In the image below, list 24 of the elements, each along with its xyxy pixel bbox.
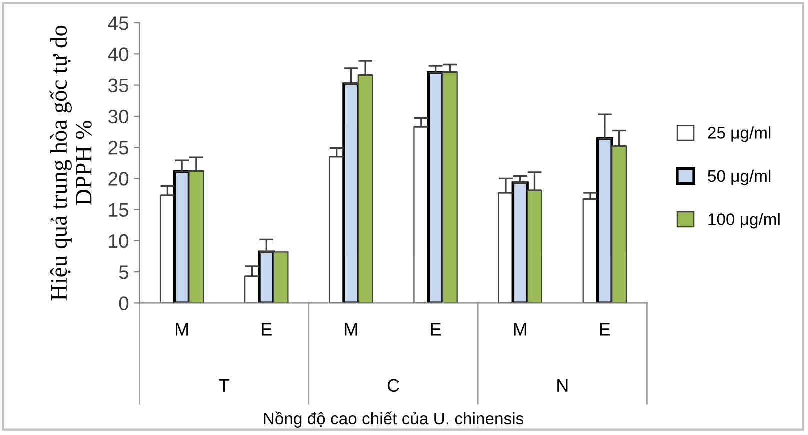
y-axis-title: Hiệu quả trung hòa gốc tự do DPPH %	[50, 26, 92, 301]
y-tick-label: 25	[108, 141, 129, 155]
legend-label: 25 μg/ml	[708, 126, 771, 142]
text: C	[388, 379, 400, 392]
y-tick-label: 0	[119, 296, 129, 310]
y-tick-label: 35	[108, 78, 129, 93]
legend-label: 50 μg/ml	[708, 170, 771, 186]
x-tick-label: E	[600, 323, 610, 336]
y-tick-label: 45	[108, 16, 129, 30]
y-tick-label: 40	[108, 48, 129, 62]
text: T	[219, 379, 230, 392]
y-tick-label: 15	[109, 203, 129, 218]
y-tick-label: 5	[119, 266, 129, 280]
x-axis-title: Nồng độ cao chiết của U. chinensis	[264, 412, 524, 428]
y-tick-label: 30	[108, 110, 129, 124]
x-tick-label: E	[262, 323, 272, 336]
y-tick-label: 10	[109, 234, 129, 248]
x-tick-label: E	[431, 323, 442, 336]
x-tick-label: M	[176, 323, 188, 336]
legend-label: 100 μg/ml	[708, 213, 780, 229]
text: N	[558, 379, 568, 392]
x-tick-label: M	[514, 323, 526, 336]
y-tick-label: 20	[108, 172, 129, 186]
x-tick-label: M	[345, 323, 358, 336]
